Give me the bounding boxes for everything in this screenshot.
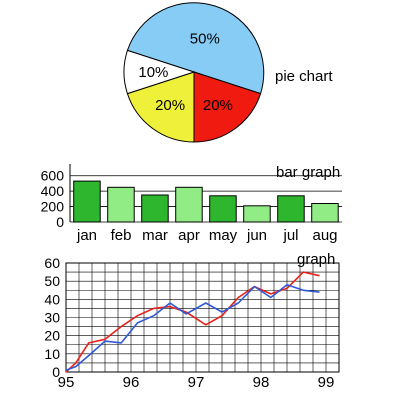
bar (73, 180, 101, 223)
bar-x-tick-label: aug (312, 227, 337, 244)
pie-slice-label: 10% (138, 64, 168, 81)
bar-y-tick-label: 600 (41, 168, 65, 184)
pie-slice (126, 71, 195, 143)
line-y-tick-label: 50 (44, 273, 60, 289)
bar-x-tick-label: feb (111, 227, 132, 244)
pie-slice (193, 71, 262, 143)
line-x-tick-label: 99 (318, 374, 335, 391)
line-x-tick-label: 98 (253, 374, 270, 391)
bar-y-tick-label: 400 (41, 183, 65, 199)
bar-y-tick-label: 0 (56, 214, 64, 230)
pie-slice-label: 20% (155, 97, 185, 114)
bar-x-tick-label: jun (246, 227, 267, 244)
pie-slice (126, 2, 265, 95)
bar (311, 203, 339, 223)
bar (209, 195, 237, 223)
bar (277, 195, 305, 223)
bar (175, 186, 203, 223)
bar (107, 186, 135, 223)
bar (141, 194, 169, 223)
bar (243, 205, 271, 223)
bar-chart-title: bar graph (276, 164, 340, 181)
bar-x-tick-label: jan (76, 227, 97, 244)
bar-x-tick-label: apr (178, 227, 200, 244)
line-plot-frame (65, 262, 340, 373)
line-x-tick-label: 97 (188, 374, 205, 391)
bar-x-tick-label: jul (282, 227, 298, 244)
pie-slice-label: 50% (190, 31, 220, 48)
pie-slice (123, 49, 196, 95)
bar-y-tick-label: 200 (41, 199, 65, 215)
line-y-tick-label: 20 (44, 328, 60, 344)
line-series (65, 283, 320, 371)
line-y-tick-label: 30 (44, 310, 60, 326)
line-y-tick-label: 0 (52, 364, 60, 380)
line-y-tick-label: 10 (44, 346, 60, 362)
line-x-tick-label: 95 (58, 374, 75, 391)
line-series (65, 271, 320, 373)
pie-slice-label: 20% (203, 97, 233, 114)
line-y-tick-label: 40 (44, 291, 60, 307)
line-chart-title: graph (297, 251, 335, 268)
line-y-tick-label: 60 (44, 255, 60, 271)
bar-x-tick-label: may (209, 227, 238, 244)
line-x-tick-label: 96 (123, 374, 140, 391)
pie-chart: 50% 20% 20% 10% pie chart (123, 2, 333, 143)
pie-chart-title: pie chart (275, 68, 333, 85)
line-chart: 0 10 20 30 40 50 60 95 96 97 98 99 graph (44, 251, 340, 391)
bar-x-tick-label: mar (142, 227, 168, 244)
